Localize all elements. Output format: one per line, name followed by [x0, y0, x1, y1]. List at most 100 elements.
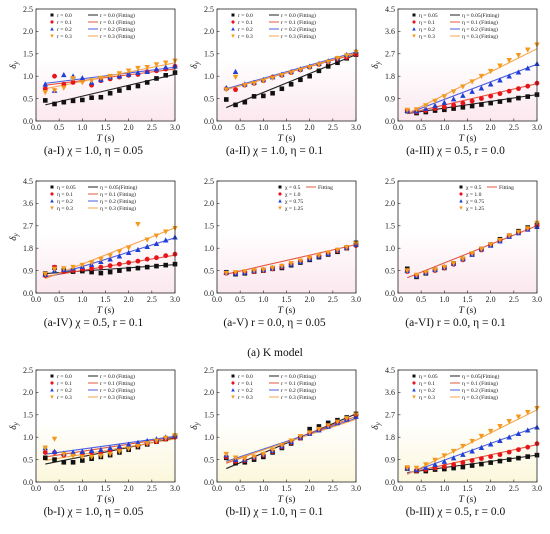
data-point-11 [135, 83, 141, 89]
data-point-legend-4 [50, 34, 54, 38]
data-point-10 [125, 249, 132, 255]
data-point-11 [135, 65, 141, 72]
data-point-14 [163, 253, 169, 259]
data-point-7 [460, 460, 466, 466]
data-point-1 [223, 451, 230, 458]
plot-frame [35, 8, 176, 122]
data-point-12 [325, 59, 331, 65]
legend-label: χ = 1.0 [285, 192, 301, 198]
data-point-10 [488, 454, 494, 460]
data-point-3 [61, 459, 67, 465]
data-point-9 [117, 88, 122, 93]
data-point-12 [144, 237, 150, 243]
data-point-10 [307, 73, 312, 79]
data-point-13 [516, 86, 521, 92]
x-tick-label: 2.0 [124, 484, 134, 493]
legend: χ = 0.5χ = 1.0χ = 0.75χ = 1.25 Fitting [278, 185, 333, 212]
data-point-12 [144, 80, 150, 85]
x-tick-label: 0.0 [393, 484, 403, 493]
data-point-legend-4 [412, 395, 416, 399]
x-tick-label: 1.5 [101, 123, 111, 132]
data-point-6 [451, 102, 457, 108]
data-point-7 [98, 453, 104, 459]
data-point-legend-1 [412, 374, 416, 378]
data-point-3 [61, 99, 67, 105]
data-point-7 [279, 263, 285, 269]
y-tick-label: 4.5 [385, 366, 395, 375]
data-point-12 [144, 256, 150, 262]
legend-label: η = 0.1 [419, 20, 435, 26]
data-point-14 [163, 262, 169, 268]
data-point-legend-1 [50, 185, 54, 189]
data-point-legend-4 [459, 206, 463, 210]
data-point-legend-4 [278, 206, 282, 210]
x-tick-label: 2.5 [147, 484, 157, 493]
data-point-1 [404, 268, 411, 274]
data-point-4 [432, 98, 438, 104]
x-tick-label: 3.0 [170, 484, 180, 493]
data-point-12 [506, 457, 512, 462]
legend-fit-label: r = 0.2 (Fitting) [281, 387, 316, 394]
y-tick-label: 0.0 [204, 117, 214, 126]
data-point-6 [269, 265, 276, 271]
data-point-14 [163, 73, 169, 78]
data-point-10 [126, 85, 131, 91]
x-tick-label: 0.0 [212, 295, 222, 304]
legend-fit-label: r = 0.2 (Fitting) [281, 26, 316, 33]
y-tick-label: 2.5 [204, 5, 214, 14]
x-tick-label: 0.0 [393, 123, 403, 132]
data-point-9 [116, 261, 122, 267]
chart-panel-3: 0.0 0.5 1.0 1.5 2.0 2.5 3.0 0.0 0.9 1.8 2.7 3.6 4.5 T… [371, 5, 542, 157]
x-tick-label: 0.5 [54, 123, 64, 132]
chart-panel-1: 0.0 0.5 1.0 1.5 2.0 2.5 3.0 0.0 0.5 1.0 1.5 2.0 2.5 T… [9, 5, 180, 157]
data-point-1 [223, 97, 229, 102]
data-point-8 [107, 256, 113, 262]
data-point-9 [117, 268, 122, 273]
legend-label: η = 0.2 [419, 388, 435, 394]
data-point-14 [524, 47, 531, 53]
data-point-12 [506, 449, 512, 455]
data-point-5 [441, 99, 448, 105]
data-point-2 [51, 448, 58, 454]
data-point-3 [423, 270, 429, 276]
data-point-5 [80, 97, 85, 103]
data-point-13 [334, 247, 341, 253]
plot-area [398, 181, 537, 293]
data-point-9 [116, 249, 123, 255]
data-point-7 [460, 451, 466, 457]
data-point-legend-3 [50, 199, 54, 203]
series-4 [223, 49, 359, 93]
x-tick-label: 3.0 [532, 484, 542, 493]
y-tick-label: 1.5 [385, 222, 395, 231]
data-point-5 [260, 451, 267, 458]
data-point-4 [251, 454, 257, 460]
data-point-14 [525, 94, 531, 99]
y-tick-label: 1.0 [385, 244, 395, 253]
x-tick-label: 2.0 [305, 295, 315, 304]
data-point-1 [42, 86, 48, 92]
x-tick-label: 3.0 [170, 295, 180, 304]
y-tick-label: 1.5 [23, 411, 33, 420]
y-tick-label: 1.0 [204, 433, 214, 442]
data-point-5 [441, 458, 448, 464]
legend-label: η = 0.3 [419, 395, 435, 401]
chart-panel-9: 0.0 0.5 1.0 1.5 2.0 2.5 3.0 0.0 0.9 1.8 2.7 3.6 4.5 T… [371, 366, 542, 518]
series-4 [404, 406, 540, 471]
data-point-7 [98, 75, 104, 81]
data-point-10 [306, 255, 313, 261]
data-point-6 [269, 447, 276, 453]
data-point-8 [469, 79, 475, 85]
data-point-12 [506, 233, 512, 239]
data-point-7 [98, 270, 104, 276]
legend-label: r = 0.3 [57, 395, 72, 401]
x-axis-label: T (s) [278, 133, 296, 144]
data-point-12 [506, 57, 512, 64]
data-point-6 [89, 95, 94, 101]
y-tick-label: 4.5 [23, 177, 33, 186]
legend-label: r = 0.2 [238, 27, 253, 33]
data-point-1 [404, 107, 411, 113]
data-point-7 [98, 264, 104, 270]
x-tick-label: 3.0 [351, 295, 361, 304]
data-point-6 [269, 75, 276, 81]
legend-fit-label: Fitting [318, 185, 333, 191]
